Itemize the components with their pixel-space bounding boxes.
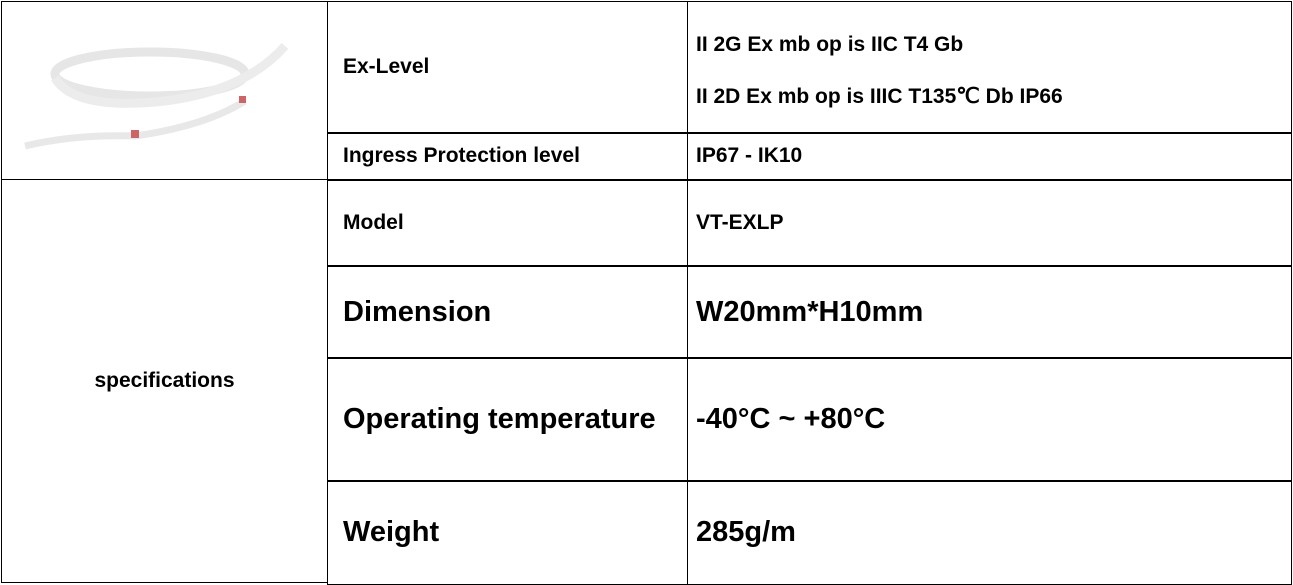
row-value: W20mm*H10mm: [696, 295, 924, 328]
label-cell: Operating temperature: [327, 357, 688, 482]
row-value: IP67 - IK10: [696, 144, 803, 168]
label-cell: Ex-Level: [327, 1, 688, 134]
value-cell: W20mm*H10mm: [687, 265, 1292, 359]
value-cell: VT-EXLP: [687, 179, 1292, 267]
row-value: 285g/m: [696, 516, 796, 549]
value-cell: IP67 - IK10: [687, 132, 1292, 181]
row-label: Weight: [343, 516, 440, 549]
row-label: Operating temperature: [343, 403, 656, 436]
section-label: specifications: [94, 369, 235, 392]
row-value: II 2D Ex mb op is IIIC T135℃ Db IP66: [696, 85, 1063, 109]
value-cell: 285g/m: [687, 480, 1292, 585]
label-cell: Weight: [327, 480, 688, 585]
image-cell: [1, 1, 328, 180]
product-image: [23, 42, 288, 149]
label-cell: Model: [327, 179, 688, 267]
label-cell: Dimension: [327, 265, 688, 359]
label-cell: Ingress Protection level: [327, 132, 688, 181]
row-label: Ingress Protection level: [343, 144, 580, 168]
row-value: II 2G Ex mb op is IIC T4 Gb: [696, 33, 964, 57]
row-label: Dimension: [343, 295, 492, 328]
row-label: Model: [343, 210, 404, 234]
row-value: -40°C ~ +80°C: [696, 403, 886, 436]
value-cell: II 2G Ex mb op is IIC T4 Gb II 2D Ex mb o…: [687, 1, 1292, 134]
row-label: Ex-Level: [343, 55, 430, 79]
section-cell: specifications: [1, 179, 328, 583]
value-cell: -40°C ~ +80°C: [687, 357, 1292, 482]
row-value: VT-EXLP: [696, 210, 784, 234]
